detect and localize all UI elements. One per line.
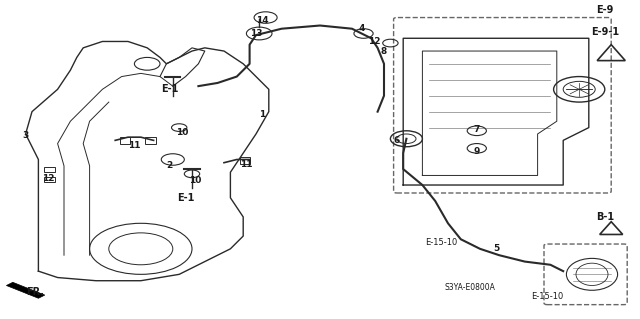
Text: 3: 3: [22, 131, 29, 140]
Text: 10: 10: [189, 176, 202, 185]
Text: 12: 12: [42, 174, 54, 183]
Text: 5: 5: [493, 244, 499, 253]
Bar: [240, 157, 250, 164]
Text: E-15-10: E-15-10: [426, 238, 458, 247]
Text: 1: 1: [259, 110, 266, 119]
Text: 2: 2: [166, 161, 173, 170]
Text: E-15-10: E-15-10: [531, 292, 563, 301]
Text: E-1: E-1: [161, 84, 179, 94]
Text: E-9-1: E-9-1: [591, 27, 619, 37]
Text: 10: 10: [176, 128, 189, 137]
Text: 6: 6: [394, 136, 400, 145]
Text: E-1: E-1: [177, 193, 195, 203]
Bar: [44, 177, 55, 182]
Text: FR.: FR.: [26, 287, 44, 297]
Text: E-9: E-9: [596, 4, 614, 15]
Text: B-1: B-1: [596, 212, 614, 222]
Text: 14: 14: [256, 16, 269, 25]
Text: 11: 11: [240, 160, 253, 169]
Text: 9: 9: [474, 147, 480, 156]
Polygon shape: [6, 282, 45, 298]
Text: 4: 4: [358, 24, 365, 33]
Text: 8: 8: [381, 47, 387, 56]
Text: S3YA-E0800A: S3YA-E0800A: [445, 283, 496, 292]
Bar: [44, 167, 55, 172]
Text: 12: 12: [368, 37, 381, 46]
Text: 11: 11: [128, 141, 141, 150]
Text: 7: 7: [474, 125, 480, 134]
Text: 13: 13: [250, 29, 262, 38]
Bar: [120, 137, 130, 144]
Bar: [145, 137, 156, 144]
